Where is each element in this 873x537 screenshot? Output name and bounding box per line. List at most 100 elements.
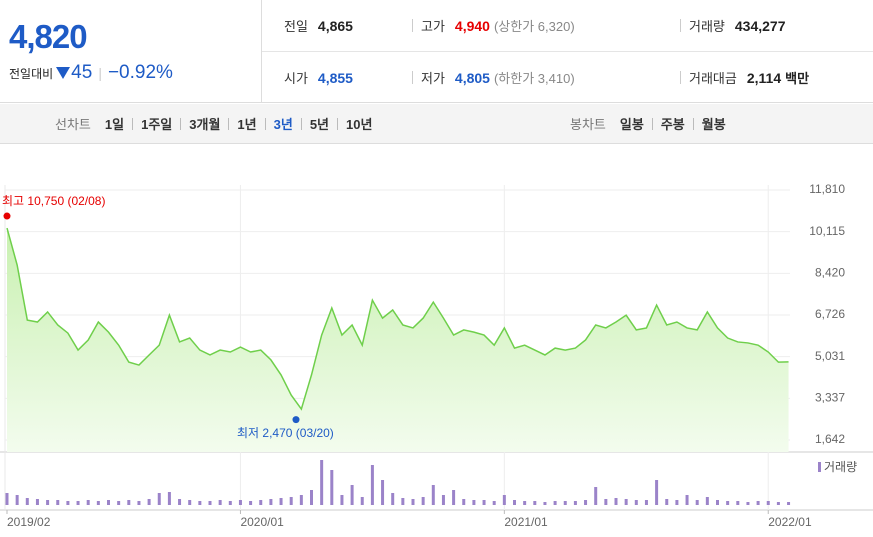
change-label: 전일대비 [9,66,54,81]
stat-value: 2,114 [746,69,782,86]
change: 전일대비 45 | −0.92% [9,62,173,84]
y-tick-label: 6,726 [815,307,845,321]
volume-bar [513,500,516,505]
stats-row: 전일 4,865 고가 4,940 (상한가 6,320) 거래량 434,277 [262,0,873,51]
volume-bar [472,500,476,505]
y-tick-label: 8,420 [815,266,845,280]
tab-group-label: 봉차트 [570,117,606,132]
y-tick-label: 5,031 [815,349,845,363]
stat-value: 4,855 [317,69,353,86]
volume-bar [736,501,740,505]
volume-bar [726,501,730,505]
volume-bar [127,500,131,505]
stat-label: 시가 [284,71,308,86]
volume-bar [685,495,689,505]
line-chart-tabs: 선차트 1일 1주일 3개월 1년 3년 5년 10년 [55,104,372,143]
price-line [6,227,789,411]
divider: | [98,65,102,81]
tab-divider [132,117,134,130]
divider [412,19,413,32]
price-box: 4,820 전일대비 45 | −0.92% [0,0,262,102]
volume-bar [56,500,60,505]
volume-bar [167,492,171,505]
volume-bar [391,493,395,505]
divider [412,71,413,84]
row-divider [262,51,873,52]
volume-bar [279,498,283,505]
stat: 고가 4,940 (상한가 6,320) [412,16,575,35]
volume-bar [107,500,110,505]
volume-bar [502,495,506,505]
volume-bar [421,497,425,505]
stat-value: 434,277 [734,17,786,34]
volume-bar [462,499,466,505]
stats-row: 시가 4,855 저가 4,805 (하한가 3,410) 거래대금 2,114 백만 [262,52,873,103]
volume-bar [66,501,70,505]
tab[interactable]: 일봉 [619,117,644,132]
volume-bar [15,495,19,505]
volume-bar [594,487,598,505]
volume-bar [25,498,29,505]
x-tick-label: 2021/01 [504,515,548,529]
volume-bar [228,501,232,505]
y-tick-label: 1,642 [815,432,845,446]
volume-bar [665,499,669,505]
down-arrow [56,67,71,79]
volume-bar [86,500,90,505]
stat-extra: (하한가 3,410) [493,71,575,86]
tab-divider [300,117,302,130]
annotation-dot [292,416,300,424]
volume-bar [766,501,770,505]
stat-label: 저가 [421,71,445,86]
volume-legend-icon [818,462,821,472]
tab[interactable]: 1년 [237,117,257,132]
volume-bar [350,485,354,505]
volume-bar [218,500,222,505]
volume-bar [299,495,303,505]
volume-bar [431,485,435,505]
volume-bar [157,493,161,505]
stat-label: 전일 [284,19,308,34]
annotation-dot [3,212,11,220]
tab[interactable]: 3개월 [189,117,221,132]
y-tick-label: 3,337 [815,390,845,404]
tab[interactable]: 월봉 [701,117,726,132]
volume-bar [553,501,557,505]
tab[interactable]: 10년 [346,117,373,132]
volume-bar [310,490,313,505]
tab[interactable]: 3년 [273,117,293,132]
volume-bar [198,501,202,505]
price: 4,820 [9,18,88,55]
x-tick-label: 2020/01 [240,515,284,529]
volume-bar [401,498,405,505]
change-value: 45 [71,62,93,83]
tab-divider [692,117,694,130]
volume-bar [360,497,364,505]
volume-bar [604,499,608,505]
stat-label: 고가 [421,19,445,34]
volume-bar [634,500,638,505]
volume-bar [238,500,242,505]
tab-divider [264,117,266,130]
volume-bar [746,502,750,505]
volume-bar [441,495,445,505]
tab[interactable]: 1주일 [141,117,173,132]
volume-bar [188,500,192,505]
volume-bar [624,499,628,505]
stat: 시가 4,855 [284,68,353,87]
y-tick-label: 10,115 [809,224,845,238]
volume-bar [249,501,253,505]
tab[interactable]: 1일 [104,117,125,132]
annotation-label: 최저 2,470 (03/20) [237,426,334,440]
quote-header: 4,820 전일대비 45 | −0.92% 전일 4,865 고가 4,940 (상한… [0,0,873,103]
divider [680,71,681,84]
volume-bar [147,499,151,505]
volume-bar [584,500,588,505]
stat: 거래대금 2,114 백만 [680,68,809,87]
tab-divider [228,117,230,130]
tab-divider [180,117,182,130]
area-fill [7,228,789,452]
tab[interactable]: 주봉 [660,117,685,132]
tab[interactable]: 5년 [309,117,330,132]
volume-bar [178,499,182,505]
